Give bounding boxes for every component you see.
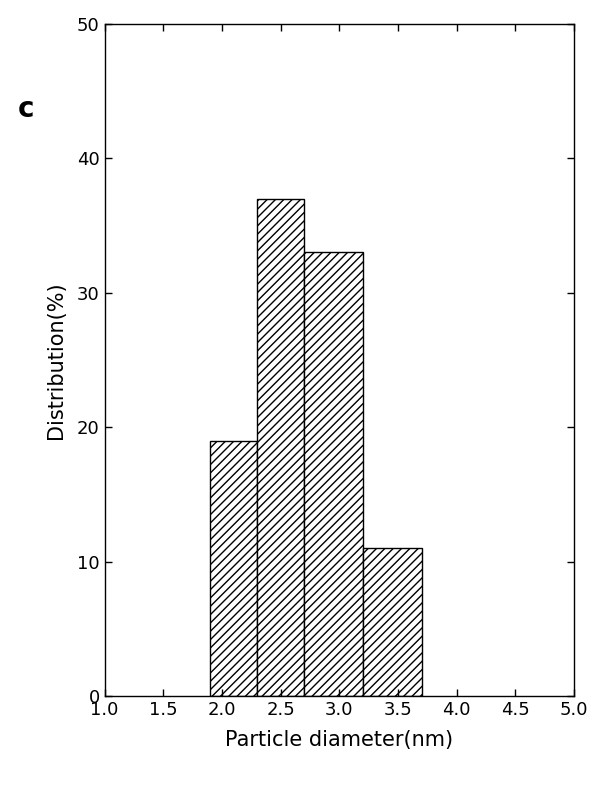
Bar <box>304 252 363 696</box>
X-axis label: Particle diameter(nm): Particle diameter(nm) <box>225 730 453 750</box>
Bar <box>257 199 304 696</box>
Bar <box>210 441 257 696</box>
Text: c: c <box>18 95 35 123</box>
Y-axis label: Distribution(%): Distribution(%) <box>46 281 66 439</box>
Bar <box>363 548 422 696</box>
